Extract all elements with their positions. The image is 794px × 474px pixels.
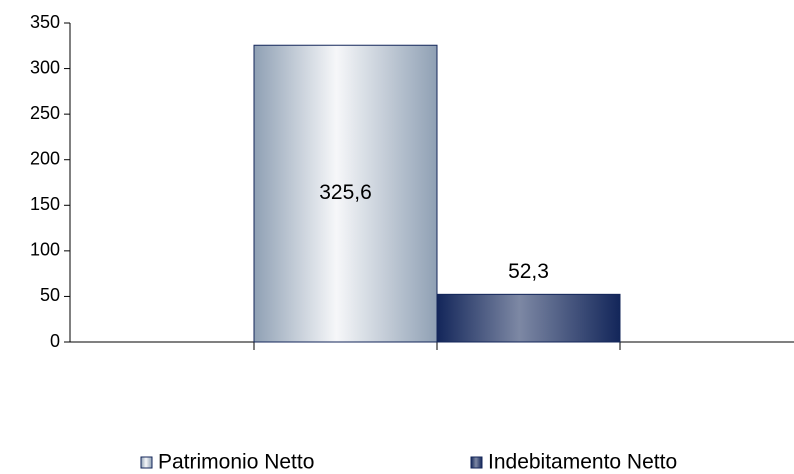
y-tick-label: 200	[30, 148, 60, 168]
legend-swatch	[470, 456, 483, 469]
data-label: 52,3	[508, 260, 549, 283]
y-tick-label: 250	[30, 103, 60, 123]
bar	[436, 293, 621, 343]
y-tick-label: 50	[40, 285, 60, 305]
y-tick-label: 0	[50, 331, 60, 351]
y-tick-label: 350	[30, 12, 60, 32]
legend-label: Indebitamento Netto	[488, 451, 677, 474]
y-tick-label: 100	[30, 240, 60, 260]
data-label: 325,6	[319, 181, 372, 204]
legend-swatch	[140, 456, 153, 469]
y-tick-label: 300	[30, 57, 60, 77]
legend-label: Patrimonio Netto	[158, 451, 314, 474]
y-tick-label: 150	[30, 194, 60, 214]
bar	[253, 44, 438, 343]
